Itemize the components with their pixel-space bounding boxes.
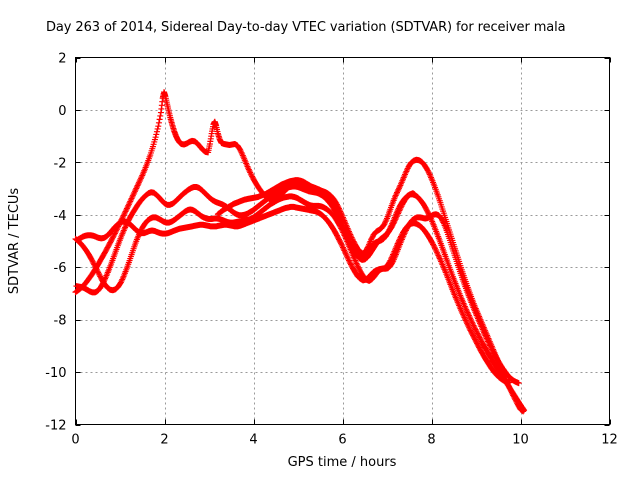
data-series: [214, 177, 418, 263]
y-axis-title: SDTVAR / TECUs: [7, 188, 22, 295]
data-series: [72, 193, 522, 387]
data-series-group: [72, 89, 528, 415]
x-axis-title: GPS time / hours: [288, 455, 397, 470]
series-points: [214, 177, 418, 263]
series-points: [72, 89, 527, 415]
tickmarks-group: [75, 57, 612, 427]
y-tick-label: -4: [54, 209, 67, 224]
x-tick-label: 8: [427, 433, 435, 448]
data-series: [72, 89, 527, 415]
x-tick-label: 2: [160, 433, 168, 448]
series-points: [74, 203, 513, 386]
series-points: [73, 183, 528, 414]
x-tick-label: 4: [249, 433, 257, 448]
x-tick-label: 10: [512, 433, 529, 448]
y-tick-label: -2: [54, 156, 67, 171]
x-tick-label: 6: [338, 433, 346, 448]
y-tick-label: 2: [58, 52, 66, 67]
y-tick-label: -12: [45, 419, 66, 434]
chart-title: Day 263 of 2014, Sidereal Day-to-day VTE…: [46, 20, 566, 35]
x-tick-label: 0: [71, 433, 79, 448]
y-tick-label: -8: [54, 314, 67, 329]
x-tick-labels: 0 2 4 6 8 10 12: [71, 433, 617, 448]
y-tick-label: 0: [58, 104, 66, 119]
data-series: [73, 183, 528, 414]
y-tick-labels: 2 0 -2 -4 -6 -8 -10 -12: [45, 52, 66, 434]
y-tick-label: -10: [45, 366, 66, 381]
data-series: [74, 203, 513, 386]
y-tick-label: -6: [54, 261, 67, 276]
series-points: [72, 193, 522, 387]
x-tick-label: 12: [601, 433, 618, 448]
